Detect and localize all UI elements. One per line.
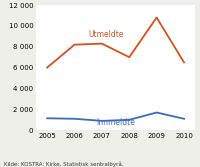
Text: Innmeldte: Innmeldte	[96, 118, 135, 127]
Text: Kilde: KOSTRA: Kirke, Statistisk sentralbyrå.: Kilde: KOSTRA: Kirke, Statistisk sentral…	[4, 161, 123, 167]
Text: Utmeldte: Utmeldte	[88, 30, 123, 39]
